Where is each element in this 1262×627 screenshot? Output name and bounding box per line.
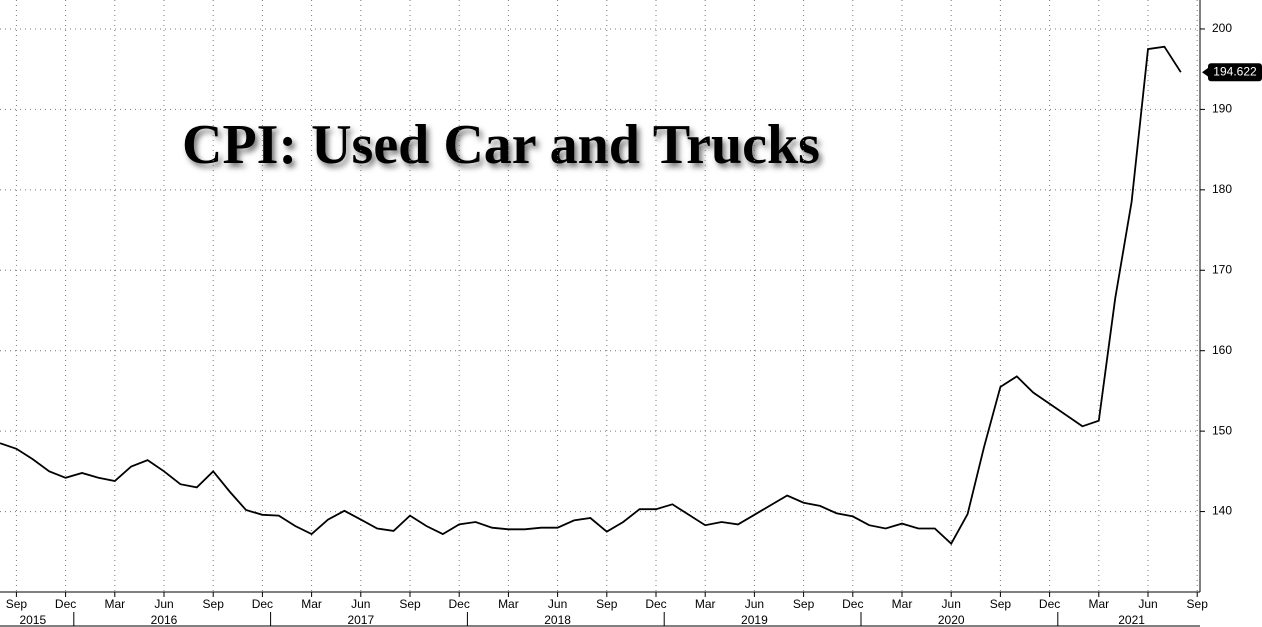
year-label: 2021 <box>1118 613 1145 627</box>
y-tick-label: 140 <box>1212 504 1232 518</box>
x-tick-label: Sep <box>203 597 225 611</box>
x-tick-label: Dec <box>645 597 666 611</box>
x-tick-label: Sep <box>596 597 618 611</box>
year-label: 2018 <box>544 613 571 627</box>
x-tick-label: Dec <box>252 597 273 611</box>
y-tick-label: 180 <box>1212 182 1232 196</box>
y-tick-label: 190 <box>1212 102 1232 116</box>
y-tick-label: 170 <box>1212 262 1232 276</box>
x-tick-label: Mar <box>1088 597 1109 611</box>
x-tick-label: Dec <box>55 597 76 611</box>
y-tick-label: 150 <box>1212 423 1232 437</box>
x-tick-label: Mar <box>695 597 716 611</box>
x-tick-label: Jun <box>745 597 764 611</box>
x-tick-label: Jun <box>154 597 173 611</box>
value-label-pointer <box>1202 67 1209 78</box>
year-label: 2017 <box>347 613 374 627</box>
year-label: 2020 <box>938 613 965 627</box>
x-tick-label: Mar <box>301 597 322 611</box>
x-tick-label: Mar <box>104 597 125 611</box>
x-tick-label: Sep <box>793 597 815 611</box>
x-tick-label: Sep <box>990 597 1012 611</box>
x-tick-label: Dec <box>1039 597 1060 611</box>
value-label-box <box>1208 63 1262 82</box>
x-tick-label: Dec <box>449 597 470 611</box>
year-label: 2015 <box>19 613 46 627</box>
x-tick-label: Mar <box>892 597 913 611</box>
year-label: 2019 <box>741 613 768 627</box>
x-tick-label: Sep <box>1187 597 1209 611</box>
x-tick-label: Jun <box>942 597 961 611</box>
y-tick-label: 200 <box>1212 21 1232 35</box>
y-tick-label: 160 <box>1212 343 1232 357</box>
value-label: 194.622 <box>1213 64 1257 78</box>
x-tick-label: Jun <box>548 597 567 611</box>
x-tick-label: Sep <box>6 597 28 611</box>
chart-title: CPI: Used Car and Trucks <box>182 114 820 176</box>
x-tick-label: Jun <box>351 597 370 611</box>
year-label: 2016 <box>151 613 178 627</box>
data-line <box>0 45 1182 546</box>
x-tick-label: Jun <box>1138 597 1157 611</box>
x-tick-label: Dec <box>842 597 863 611</box>
x-tick-label: Sep <box>399 597 421 611</box>
x-tick-label: Mar <box>498 597 519 611</box>
